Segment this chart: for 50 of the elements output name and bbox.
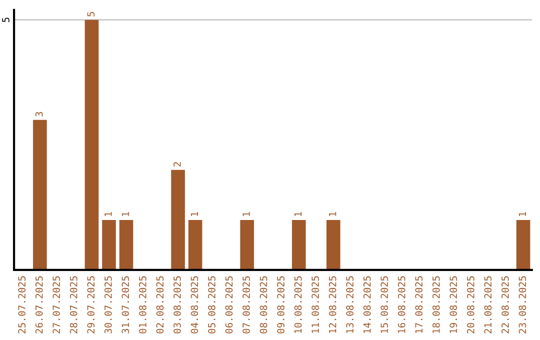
- x-tick-label: 21.08.2025: [484, 276, 492, 334]
- x-tick-label: 01.08.2025: [139, 276, 146, 334]
- x-tick-label: 19.08.2025: [450, 276, 458, 333]
- x-tick-label: 09.08.2025: [277, 276, 284, 334]
- bar: [188, 220, 202, 270]
- x-tick-label: 29.07.2025: [87, 276, 95, 334]
- data-label: 1: [104, 212, 112, 216]
- data-label: 2: [174, 162, 181, 166]
- x-tick-label: 26.07.2025: [35, 276, 43, 334]
- bar: [326, 220, 340, 270]
- data-label: 1: [190, 212, 198, 216]
- bar: [119, 220, 134, 270]
- bar: [84, 20, 99, 270]
- x-tick-label: 20.08.2025: [466, 276, 474, 334]
- x-tick-label: 02.08.2025: [156, 276, 164, 334]
- x-tick-label: 13.08.2025: [346, 276, 354, 333]
- x-tick-label: 10.08.2025: [294, 276, 302, 333]
- x-tick-label: 05.08.2025: [208, 276, 216, 334]
- data-label: 3: [35, 112, 43, 116]
- data-label: 1: [329, 212, 336, 216]
- bar: [516, 220, 530, 270]
- x-tick-label: 15.08.2025: [380, 276, 388, 333]
- data-label: 5: [87, 12, 95, 16]
- data-label: 1: [122, 212, 129, 216]
- bar: [240, 220, 254, 270]
- data-label: 1: [294, 212, 302, 216]
- data-label: 1: [242, 212, 250, 216]
- data-label: 1: [518, 212, 526, 216]
- x-tick-label: 30.07.2025: [104, 276, 112, 334]
- x-tick-label: 08.08.2025: [260, 276, 268, 334]
- x-tick-label: 22.08.2025: [502, 276, 509, 334]
- x-tick-label: 23.08.2025: [518, 276, 526, 334]
- x-tick-label: 16.08.2025: [398, 276, 406, 333]
- x-tick-label: 18.08.2025: [432, 276, 440, 333]
- x-tick-label: 11.08.2025: [312, 276, 319, 333]
- x-tick-label: 04.08.2025: [190, 276, 198, 334]
- x-tick-label: 25.07.2025: [18, 276, 26, 334]
- x-tick-label: 31.07.2025: [122, 276, 130, 334]
- x-tick-label: 06.08.2025: [225, 276, 233, 334]
- x-tick-label: 28.07.2025: [70, 276, 78, 334]
- x-tick-label: 14.08.2025: [363, 276, 371, 333]
- bar: [171, 170, 185, 270]
- x-tick-label: 12.08.2025: [328, 276, 336, 333]
- bar: [33, 120, 47, 270]
- x-tick-label: 17.08.2025: [415, 276, 423, 333]
- x-tick-label: 07.08.2025: [242, 276, 250, 334]
- bar: [102, 220, 116, 270]
- x-tick-label: 03.08.2025: [174, 276, 181, 334]
- x-tick-label: 27.07.2025: [52, 276, 60, 334]
- bar: [292, 220, 306, 270]
